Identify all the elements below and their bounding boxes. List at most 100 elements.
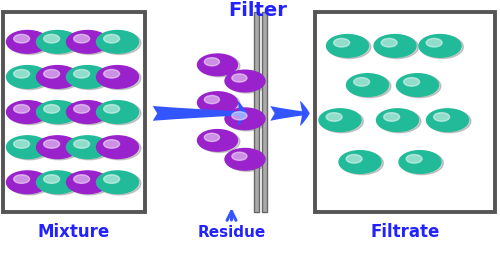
Circle shape (66, 136, 108, 158)
Bar (262, 12, 266, 212)
Circle shape (66, 66, 108, 88)
Text: Filter: Filter (228, 1, 287, 20)
Circle shape (434, 113, 450, 121)
Circle shape (96, 31, 138, 53)
Circle shape (198, 54, 237, 76)
Circle shape (406, 154, 422, 163)
Circle shape (204, 96, 220, 104)
Circle shape (6, 66, 48, 88)
Circle shape (226, 71, 268, 93)
Circle shape (36, 171, 78, 194)
Circle shape (199, 55, 240, 77)
Circle shape (198, 92, 237, 113)
Circle shape (44, 69, 60, 78)
Circle shape (198, 130, 237, 151)
Circle shape (74, 175, 90, 183)
Circle shape (104, 104, 120, 113)
Circle shape (38, 137, 81, 160)
Circle shape (14, 140, 30, 148)
Circle shape (6, 171, 48, 194)
Circle shape (44, 140, 60, 148)
Circle shape (328, 35, 371, 59)
Circle shape (232, 112, 247, 120)
Circle shape (232, 152, 247, 160)
Circle shape (74, 34, 90, 43)
Circle shape (399, 151, 441, 173)
Text: Filtrate: Filtrate (370, 223, 440, 241)
Circle shape (104, 175, 120, 183)
Circle shape (96, 66, 138, 88)
Circle shape (320, 110, 364, 133)
Circle shape (44, 175, 60, 183)
Circle shape (74, 104, 90, 113)
Circle shape (38, 31, 81, 55)
Circle shape (36, 31, 78, 53)
Circle shape (225, 108, 265, 130)
Circle shape (66, 171, 108, 194)
Circle shape (376, 35, 418, 59)
Circle shape (404, 77, 419, 86)
Circle shape (104, 34, 120, 43)
Circle shape (36, 136, 78, 158)
Circle shape (374, 35, 416, 57)
Circle shape (96, 136, 138, 158)
Circle shape (354, 77, 370, 86)
Circle shape (98, 172, 141, 195)
Circle shape (419, 35, 461, 57)
Circle shape (319, 109, 361, 131)
Circle shape (68, 66, 111, 90)
Circle shape (66, 31, 108, 53)
FancyBboxPatch shape (2, 12, 145, 212)
Circle shape (8, 102, 51, 125)
Circle shape (98, 31, 141, 55)
Circle shape (14, 104, 30, 113)
Circle shape (326, 113, 342, 121)
Circle shape (68, 172, 111, 195)
Circle shape (346, 154, 362, 163)
Text: Residue: Residue (198, 225, 266, 241)
Circle shape (38, 172, 81, 195)
Circle shape (378, 110, 421, 133)
Circle shape (14, 34, 30, 43)
Circle shape (8, 137, 51, 160)
Circle shape (381, 38, 397, 47)
Circle shape (226, 149, 268, 171)
Circle shape (334, 38, 349, 47)
Circle shape (6, 31, 48, 53)
Circle shape (8, 66, 51, 90)
Circle shape (98, 66, 141, 90)
Circle shape (6, 136, 48, 158)
Circle shape (74, 69, 90, 78)
Circle shape (376, 109, 418, 131)
Circle shape (8, 31, 51, 55)
Circle shape (104, 140, 120, 148)
Circle shape (74, 140, 90, 148)
Circle shape (8, 172, 51, 195)
Circle shape (96, 171, 138, 194)
Circle shape (348, 75, 391, 98)
Circle shape (225, 70, 265, 92)
Circle shape (14, 175, 30, 183)
Circle shape (44, 104, 60, 113)
Text: Mixture: Mixture (38, 223, 110, 241)
Circle shape (384, 113, 400, 121)
Circle shape (38, 102, 81, 125)
Circle shape (396, 74, 438, 96)
Circle shape (6, 101, 48, 123)
Circle shape (420, 35, 464, 59)
Circle shape (38, 66, 81, 90)
Circle shape (36, 66, 78, 88)
Circle shape (96, 101, 138, 123)
Circle shape (68, 137, 111, 160)
Circle shape (400, 151, 444, 175)
Circle shape (66, 101, 108, 123)
Circle shape (226, 109, 268, 131)
Circle shape (426, 109, 469, 131)
Circle shape (14, 69, 30, 78)
FancyBboxPatch shape (315, 12, 495, 212)
Circle shape (98, 137, 141, 160)
Bar (254, 12, 259, 212)
Circle shape (199, 93, 240, 115)
Circle shape (340, 151, 384, 175)
Circle shape (68, 102, 111, 125)
